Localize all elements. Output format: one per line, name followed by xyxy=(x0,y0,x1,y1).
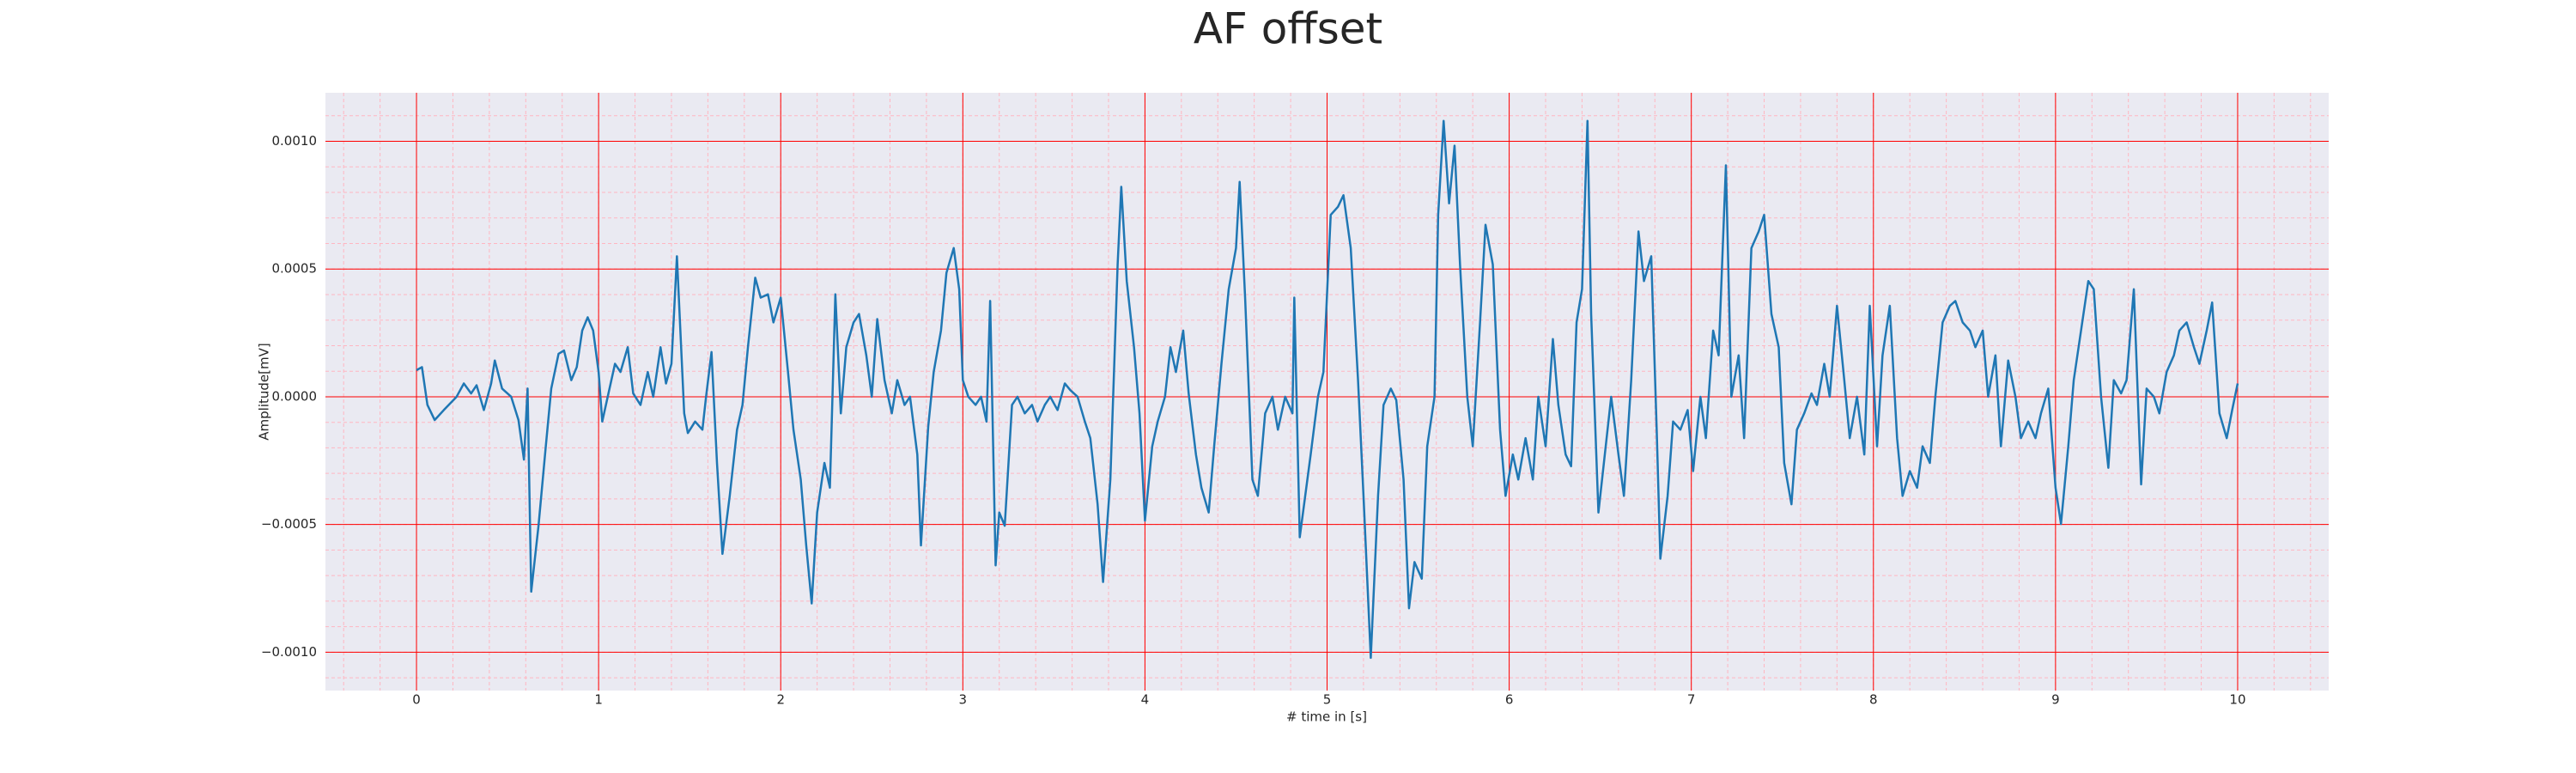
x-tick-label: 3 xyxy=(959,692,968,708)
y-tick-label: −0.0005 xyxy=(261,516,317,532)
x-tick-label: 0 xyxy=(412,692,421,708)
chart-title: AF offset xyxy=(1194,4,1382,54)
x-tick-label: 7 xyxy=(1687,692,1696,708)
y-tick-label: 0.0010 xyxy=(272,133,318,149)
data-line xyxy=(416,119,2239,660)
x-tick-label: 8 xyxy=(1869,692,1878,708)
x-tick-label: 9 xyxy=(2051,692,2060,708)
labels: 0 1 2 3 4 5 6 7 8 9 10 −0.0010 −0.0005 0.0000 0.0005 0.… xyxy=(261,133,2246,707)
x-tick-label: 1 xyxy=(594,692,603,708)
y-tick-label: −0.0010 xyxy=(261,644,317,660)
y-axis-label: Amplitude[mV] xyxy=(257,343,272,440)
series-layer xyxy=(416,119,2239,660)
x-tick-label: 5 xyxy=(1323,692,1332,708)
x-tick-label: 2 xyxy=(776,692,785,708)
x-tick-label: 10 xyxy=(2229,692,2245,708)
y-tick-label: 0.0005 xyxy=(272,261,318,277)
x-axis-label: # time in [s] xyxy=(1286,709,1367,725)
grid xyxy=(325,93,2329,691)
y-tick-label: 0.0000 xyxy=(272,388,318,404)
x-tick-label: 4 xyxy=(1141,692,1150,708)
x-tick-label: 6 xyxy=(1505,692,1514,708)
